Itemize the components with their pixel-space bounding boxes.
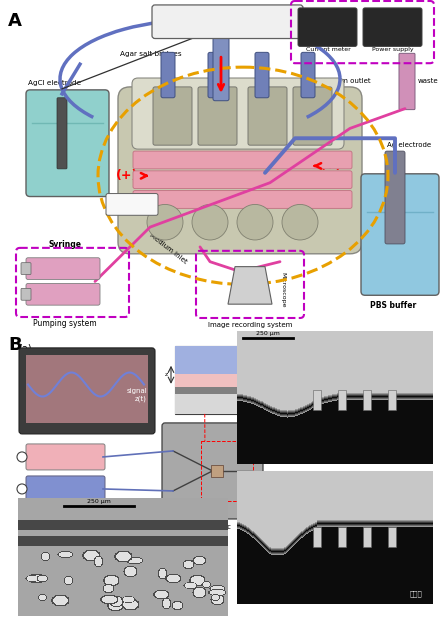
Text: (+): (+)	[320, 159, 342, 173]
Text: (-): (-)	[213, 61, 229, 73]
Text: B: B	[8, 336, 22, 354]
FancyBboxPatch shape	[162, 423, 263, 519]
FancyBboxPatch shape	[298, 8, 357, 47]
Text: A: A	[8, 12, 22, 30]
FancyBboxPatch shape	[57, 98, 67, 169]
Text: Ag electrode: Ag electrode	[387, 142, 431, 148]
Text: electrical stimulus source: electrical stimulus source	[181, 19, 273, 25]
Circle shape	[17, 484, 27, 494]
Text: Syringe: Syringe	[49, 240, 82, 249]
Text: (a): (a)	[18, 344, 32, 354]
FancyBboxPatch shape	[255, 52, 269, 98]
Bar	[388, 390, 396, 410]
FancyBboxPatch shape	[153, 87, 192, 145]
FancyBboxPatch shape	[175, 346, 260, 414]
FancyBboxPatch shape	[301, 52, 315, 98]
Text: Medium outlet: Medium outlet	[320, 78, 370, 84]
FancyBboxPatch shape	[161, 52, 175, 98]
FancyBboxPatch shape	[21, 288, 31, 300]
Bar	[313, 527, 321, 546]
Bar	[337, 390, 345, 410]
Text: Stimulus: Stimulus	[48, 484, 82, 493]
FancyBboxPatch shape	[248, 87, 287, 145]
Bar	[337, 527, 345, 546]
FancyBboxPatch shape	[133, 151, 352, 169]
Text: signal
z(t): signal z(t)	[126, 388, 147, 402]
FancyBboxPatch shape	[133, 171, 352, 189]
Polygon shape	[228, 266, 272, 304]
FancyBboxPatch shape	[26, 444, 105, 470]
Text: Power supply: Power supply	[372, 47, 414, 52]
Bar	[363, 390, 370, 410]
FancyBboxPatch shape	[21, 263, 31, 275]
Text: (+): (+)	[116, 169, 138, 182]
Text: Current meter: Current meter	[306, 47, 351, 52]
Bar	[363, 527, 370, 546]
Text: Agar salt bridges: Agar salt bridges	[120, 51, 182, 58]
FancyBboxPatch shape	[26, 258, 100, 279]
Text: PBS buffer: PBS buffer	[370, 301, 416, 310]
FancyBboxPatch shape	[19, 348, 155, 434]
FancyBboxPatch shape	[385, 151, 405, 244]
FancyBboxPatch shape	[208, 52, 222, 98]
Circle shape	[192, 204, 228, 240]
FancyBboxPatch shape	[26, 90, 109, 197]
FancyBboxPatch shape	[363, 8, 422, 47]
Text: (b): (b)	[240, 336, 254, 346]
Bar	[313, 390, 321, 410]
Bar	[26, 355, 148, 423]
FancyBboxPatch shape	[106, 194, 158, 215]
Text: 微流控: 微流控	[410, 590, 422, 597]
Text: 250 μm: 250 μm	[86, 498, 110, 504]
FancyBboxPatch shape	[118, 87, 362, 254]
FancyBboxPatch shape	[152, 5, 303, 38]
FancyBboxPatch shape	[293, 87, 332, 145]
Bar	[175, 387, 260, 394]
FancyBboxPatch shape	[132, 78, 344, 149]
FancyBboxPatch shape	[198, 87, 237, 145]
Bar	[175, 394, 260, 414]
Text: waste: waste	[418, 78, 439, 84]
Text: z: z	[165, 372, 168, 377]
Bar	[201, 441, 253, 501]
FancyBboxPatch shape	[361, 174, 439, 295]
FancyBboxPatch shape	[133, 190, 352, 208]
FancyBboxPatch shape	[399, 53, 415, 110]
Text: (c): (c)	[18, 501, 31, 511]
Text: Image recording system: Image recording system	[208, 322, 292, 328]
FancyBboxPatch shape	[26, 476, 105, 502]
FancyBboxPatch shape	[26, 284, 100, 305]
Circle shape	[147, 204, 183, 240]
Circle shape	[282, 204, 318, 240]
Bar	[388, 527, 396, 546]
Text: 1×32mA: 1×32mA	[314, 24, 342, 29]
Text: Microfluidic
Device: Microfluidic Device	[193, 524, 231, 537]
Circle shape	[237, 204, 273, 240]
Text: Microscope: Microscope	[280, 272, 285, 307]
Text: Neutral: Neutral	[51, 452, 79, 461]
Text: AgCl electrode: AgCl electrode	[28, 80, 81, 86]
Text: ESWHC: ESWHC	[119, 201, 145, 208]
Text: 250 μm: 250 μm	[256, 330, 280, 335]
Text: 22 V: 22 V	[386, 24, 400, 29]
Text: Feedback-regulated
Pressure Reservoirs: Feedback-regulated Pressure Reservoirs	[44, 509, 106, 520]
Text: Medium inlet: Medium inlet	[148, 233, 188, 265]
Bar	[175, 346, 260, 374]
Bar	[175, 374, 260, 387]
FancyBboxPatch shape	[213, 38, 229, 101]
Bar	[211, 465, 223, 477]
Text: Pumping system: Pumping system	[33, 319, 97, 328]
Circle shape	[17, 452, 27, 462]
